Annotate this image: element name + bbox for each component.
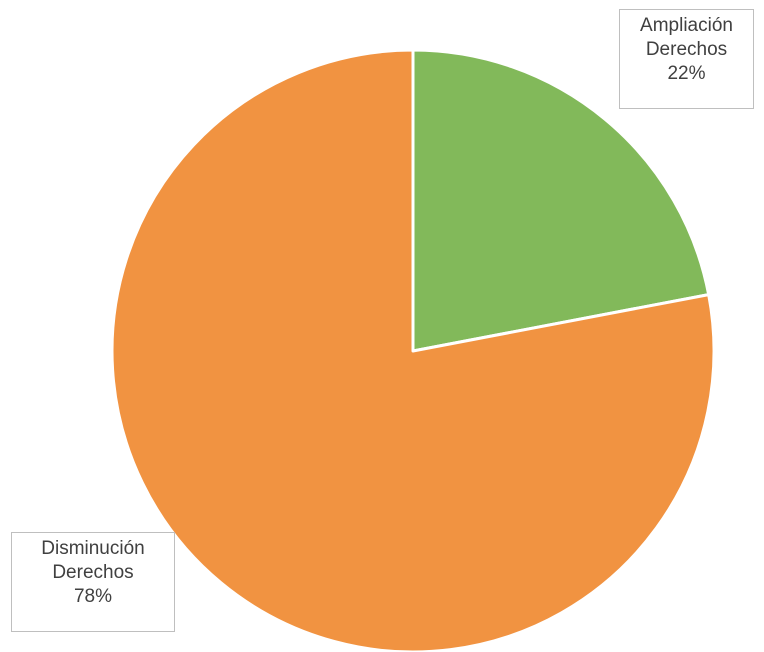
data-label-ampliacion-percent: 22% [667,63,706,84]
data-label-disminucion-percent: 78% [73,586,113,607]
data-label-disminucion-line1: Disminución [41,538,145,559]
data-label-ampliacion-line1: Ampliación [640,15,733,36]
data-label-disminucion-line2: Derechos [52,562,134,583]
data-label-ampliacion-line2: Derechos [645,39,728,60]
data-label-ampliacion: Ampliación Derechos 22% [619,9,754,109]
pie-slice-disminucion [110,48,716,652]
pie-slice-ampliacion [411,48,711,353]
data-label-disminucion: Disminución Derechos 78% [11,532,175,632]
